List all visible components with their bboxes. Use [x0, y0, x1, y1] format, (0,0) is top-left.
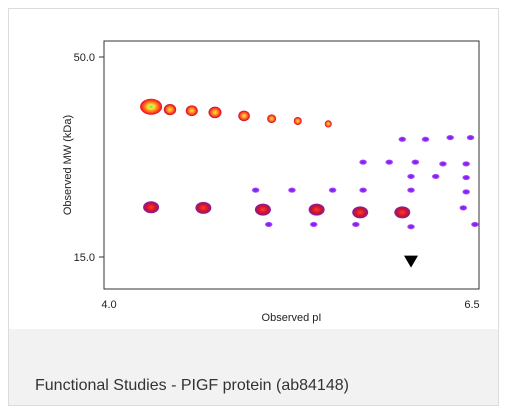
- protein-spot-low-23: [407, 224, 415, 230]
- protein-spot-low-21: [309, 221, 318, 228]
- gel-figure: 50.0 15.0 4.0 6.5 Observed pI Observed MW (kD…: [9, 9, 498, 329]
- spots-layer: [140, 98, 479, 268]
- protein-spot-low-9: [462, 161, 470, 167]
- protein-spot-low-5: [359, 159, 367, 165]
- protein-spot-low-17: [407, 187, 415, 193]
- protein-spot-low-19: [459, 205, 468, 211]
- caption-bar: Functional Studies - PIGF protein (ab841…: [9, 329, 498, 405]
- protein-spot-high-1: [140, 98, 163, 115]
- protein-spot-low-8: [439, 161, 447, 167]
- y-tick-label: 15.0: [74, 252, 95, 264]
- protein-spot-low-18: [462, 189, 470, 195]
- protein-spot-high-5: [238, 110, 250, 122]
- protein-spot-low-11: [431, 173, 440, 180]
- protein-spot-high-2: [163, 104, 177, 116]
- protein-spot-high-7: [293, 117, 302, 125]
- scatter-plot: 50.0 15.0 4.0 6.5 Observed pI Observed MW (kD…: [62, 40, 480, 324]
- protein-spot-low-14: [288, 187, 296, 193]
- protein-spot-low-6: [385, 159, 394, 165]
- protein-spot-low-24: [471, 221, 479, 228]
- protein-spot-low-16: [359, 187, 367, 193]
- ticks-layer: 50.0 15.0 4.0 6.5 Observed pI Observed MW (kD…: [62, 52, 480, 324]
- protein-spot-high-4: [208, 106, 222, 119]
- protein-spot-low-2: [421, 136, 430, 142]
- x-tick-label: 4.0: [101, 299, 116, 311]
- protein-spot-low-1: [398, 136, 407, 142]
- x-tick-label: 6.5: [464, 299, 479, 311]
- figure-card: 50.0 15.0 4.0 6.5 Observed pI Observed MW (kD…: [8, 8, 499, 406]
- protein-spot-low-15: [328, 187, 337, 193]
- protein-spot-low-7: [411, 159, 420, 165]
- y-tick-label: 50.0: [74, 52, 95, 64]
- protein-spot-medium-4: [308, 203, 325, 216]
- protein-spot-low-12: [462, 174, 470, 181]
- plot-frame: [103, 40, 480, 290]
- protein-spot-high-3: [185, 105, 198, 117]
- protein-spot-medium-5: [352, 206, 369, 219]
- protein-spot-low-20: [264, 221, 273, 228]
- protein-spot-low-4: [466, 134, 475, 141]
- protein-spot-low-3: [446, 134, 455, 141]
- y-axis-label: Observed MW (kDa): [62, 115, 74, 215]
- protein-spot-high-8: [324, 120, 332, 128]
- protein-spot-medium-6: [394, 206, 411, 219]
- protein-spot-medium-3: [254, 203, 271, 216]
- figure-caption: Functional Studies - PIGF protein (ab841…: [35, 377, 349, 394]
- protein-spot-high-6: [267, 114, 277, 124]
- protein-spot-medium-2: [195, 201, 212, 214]
- pi-marker-triangle: [404, 255, 419, 268]
- protein-spot-low-13: [251, 187, 260, 193]
- x-axis-label: Observed pI: [262, 312, 322, 324]
- protein-spot-medium-1: [143, 201, 160, 214]
- protein-spot-low-10: [407, 173, 415, 180]
- protein-spot-low-22: [352, 221, 360, 228]
